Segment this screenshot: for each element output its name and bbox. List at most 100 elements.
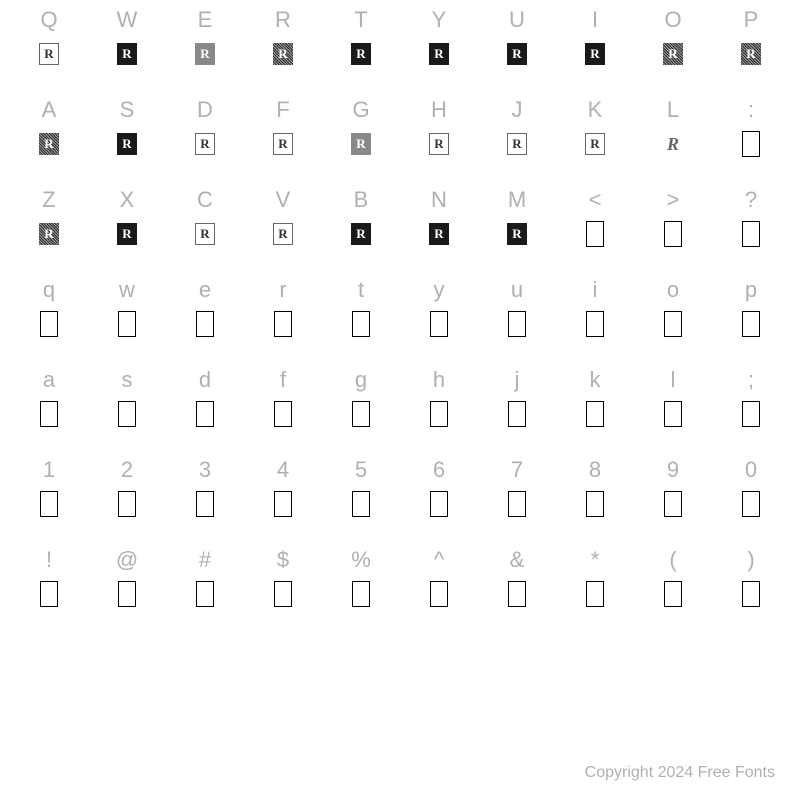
character-label: w	[119, 270, 135, 310]
glyph-preview	[39, 580, 59, 608]
glyph-preview	[663, 490, 683, 518]
glyph-preview	[195, 490, 215, 518]
empty-glyph-icon	[40, 401, 58, 427]
decorative-glyph-icon	[117, 133, 137, 155]
character-cell: f	[244, 360, 322, 450]
glyph-preview	[273, 580, 293, 608]
glyph-preview	[117, 490, 137, 518]
empty-glyph-icon	[508, 311, 526, 337]
character-cell: N	[400, 180, 478, 270]
character-label: q	[43, 270, 55, 310]
empty-glyph-icon	[118, 401, 136, 427]
character-cell: w	[88, 270, 166, 360]
character-label: p	[745, 270, 757, 310]
character-label: t	[358, 270, 364, 310]
character-label: S	[120, 90, 135, 130]
character-label: &	[510, 540, 525, 580]
glyph-preview	[507, 310, 527, 338]
glyph-preview	[507, 40, 527, 68]
character-label: L	[667, 90, 679, 130]
character-label: j	[515, 360, 520, 400]
empty-glyph-icon	[40, 581, 58, 607]
character-label: *	[591, 540, 600, 580]
character-cell: S	[88, 90, 166, 180]
glyph-preview	[39, 130, 59, 158]
character-cell: h	[400, 360, 478, 450]
character-label: 8	[589, 450, 601, 490]
character-label: !	[46, 540, 52, 580]
glyph-preview	[273, 40, 293, 68]
glyph-preview	[429, 220, 449, 248]
character-label: 1	[43, 450, 55, 490]
character-cell: ^	[400, 540, 478, 630]
empty-glyph-icon	[274, 581, 292, 607]
empty-glyph-icon	[664, 491, 682, 517]
character-cell: O	[634, 0, 712, 90]
character-label: ^	[434, 540, 444, 580]
decorative-glyph-icon	[273, 43, 293, 65]
empty-glyph-icon	[118, 311, 136, 337]
glyph-preview	[273, 310, 293, 338]
character-cell: H	[400, 90, 478, 180]
character-cell: R	[244, 0, 322, 90]
decorative-glyph-icon	[351, 133, 371, 155]
character-label: I	[592, 0, 598, 40]
glyph-preview	[507, 490, 527, 518]
empty-glyph-icon	[430, 311, 448, 337]
character-label: u	[511, 270, 523, 310]
character-label: %	[351, 540, 371, 580]
character-cell: 3	[166, 450, 244, 540]
empty-glyph-icon	[742, 401, 760, 427]
glyph-preview	[195, 580, 215, 608]
glyph-preview	[585, 220, 605, 248]
empty-glyph-icon	[586, 401, 604, 427]
character-cell: &	[478, 540, 556, 630]
character-label: N	[431, 180, 447, 220]
character-label: i	[593, 270, 598, 310]
decorative-glyph-icon	[39, 43, 59, 65]
glyph-preview	[429, 490, 449, 518]
character-cell: r	[244, 270, 322, 360]
empty-glyph-icon	[664, 581, 682, 607]
character-cell: d	[166, 360, 244, 450]
decorative-glyph-icon	[507, 223, 527, 245]
character-label: Z	[42, 180, 55, 220]
glyph-preview	[585, 130, 605, 158]
glyph-preview	[663, 130, 683, 158]
empty-glyph-icon	[118, 581, 136, 607]
character-label: Q	[40, 0, 57, 40]
decorative-glyph-icon	[507, 133, 527, 155]
glyph-preview	[351, 40, 371, 68]
glyph-preview	[39, 40, 59, 68]
character-cell: >	[634, 180, 712, 270]
character-label: 9	[667, 450, 679, 490]
character-label: y	[434, 270, 445, 310]
character-cell: V	[244, 180, 322, 270]
empty-glyph-icon	[742, 491, 760, 517]
glyph-preview	[117, 580, 137, 608]
character-cell: P	[712, 0, 790, 90]
glyph-preview	[663, 40, 683, 68]
glyph-preview	[351, 490, 371, 518]
glyph-preview	[741, 130, 761, 158]
character-cell: B	[322, 180, 400, 270]
empty-glyph-icon	[430, 581, 448, 607]
character-label: F	[276, 90, 289, 130]
character-label: h	[433, 360, 445, 400]
character-cell: W	[88, 0, 166, 90]
character-label: ?	[745, 180, 757, 220]
character-cell: 0	[712, 450, 790, 540]
glyph-preview	[273, 220, 293, 248]
character-cell: g	[322, 360, 400, 450]
glyph-preview	[585, 490, 605, 518]
empty-glyph-icon	[196, 491, 214, 517]
glyph-preview	[195, 40, 215, 68]
empty-glyph-icon	[664, 221, 682, 247]
character-label: X	[120, 180, 135, 220]
glyph-preview	[195, 400, 215, 428]
glyph-preview	[195, 130, 215, 158]
character-label: a	[43, 360, 55, 400]
empty-glyph-icon	[196, 401, 214, 427]
glyph-preview	[741, 40, 761, 68]
character-cell: )	[712, 540, 790, 630]
